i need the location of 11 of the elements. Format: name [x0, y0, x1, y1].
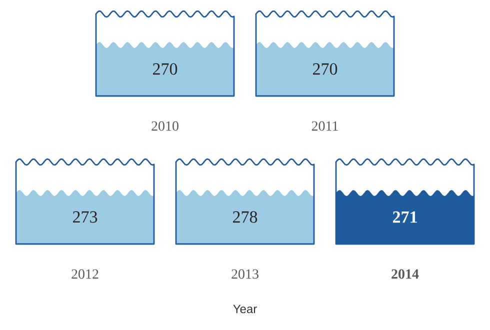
data-label: 271 — [392, 211, 417, 223]
text: Year — [233, 304, 257, 314]
data-label: 273 — [73, 211, 98, 223]
data-label: 270 — [313, 63, 338, 75]
category-label: 2010 — [152, 121, 178, 131]
data-label: 278 — [233, 211, 258, 223]
category-label: 2013 — [232, 269, 258, 279]
category-label: 2014 — [392, 269, 419, 279]
category-label: 2011 — [312, 121, 338, 131]
category-label: 2012 — [72, 269, 98, 279]
data-label: 270 — [153, 63, 178, 75]
